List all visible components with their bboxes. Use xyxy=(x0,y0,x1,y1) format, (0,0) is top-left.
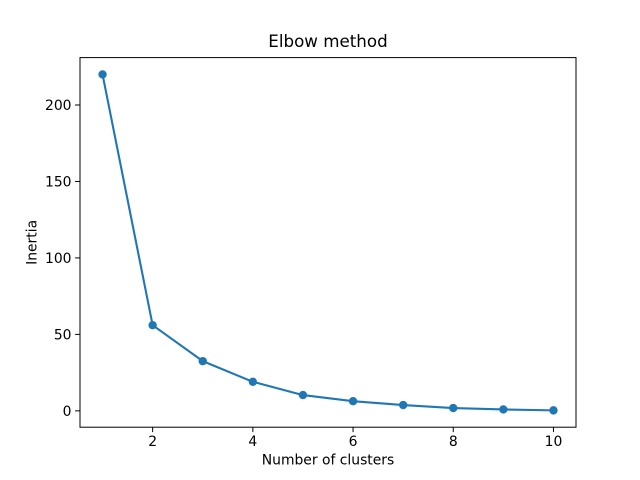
data-point xyxy=(398,400,408,410)
y-tick-label: 100 xyxy=(45,251,72,267)
y-tick-label: 150 xyxy=(45,174,72,190)
y-tick-label: 50 xyxy=(54,327,72,343)
data-point xyxy=(499,405,508,414)
x-tick-label: 6 xyxy=(349,434,358,450)
data-point xyxy=(98,70,107,79)
x-tick-label: 4 xyxy=(248,434,257,450)
data-point xyxy=(248,377,258,386)
x-axis-label: Number of clusters xyxy=(262,453,395,469)
x-tick-label: 2 xyxy=(148,434,157,450)
data-point xyxy=(449,403,458,413)
data-point xyxy=(148,321,157,330)
axes-frame xyxy=(79,57,577,428)
y-tick-label: 200 xyxy=(45,98,72,114)
data-point xyxy=(298,390,308,400)
y-tick-label: 0 xyxy=(63,404,72,420)
x-tick-label: 8 xyxy=(449,434,458,450)
data-point xyxy=(549,406,558,415)
y-axis-label: Inertia xyxy=(25,220,41,265)
data-point xyxy=(348,397,358,406)
x-tick-label: 10 xyxy=(545,434,563,450)
chart-title: Elbow method xyxy=(268,31,387,51)
data-line xyxy=(101,73,555,412)
data-point xyxy=(198,356,207,366)
